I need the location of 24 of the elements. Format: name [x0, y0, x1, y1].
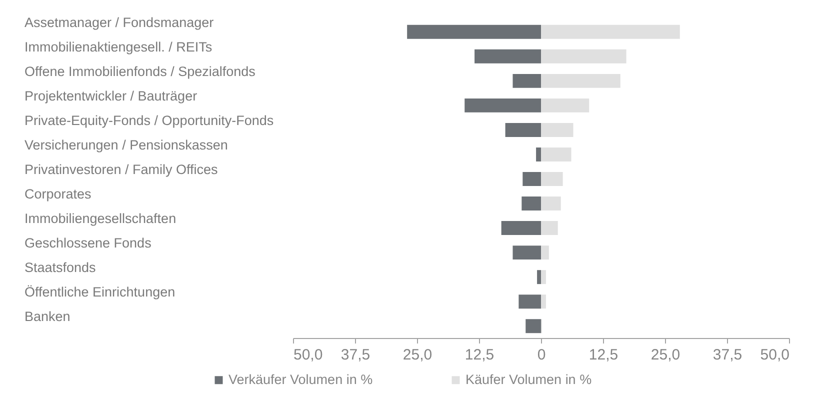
y-tick-label: Offene Immobilienfonds / Spezialfonds [24, 64, 256, 79]
y-tick-label: Privatinvestoren / Family Offices [24, 162, 218, 177]
legend-label: Käufer Volumen in % [466, 372, 592, 388]
x-tick-label: 12,5 [464, 346, 494, 364]
y-tick-label: Staatsfonds [24, 260, 96, 276]
y-tick-label: Assetmanager / Fondsmanager [24, 14, 214, 30]
y-tick-label: Corporates [24, 186, 92, 202]
y-tick-label: Immobiliengesellschaften [24, 211, 176, 226]
x-tick-label: 37,5 [340, 346, 370, 364]
y-tick-label: Projektentwickler / Bauträger [24, 88, 198, 104]
x-tick-label: 12,5 [588, 346, 618, 364]
x-tick-label: 25,0 [402, 346, 432, 364]
y-tick-label: Immobilienaktiengesell. / REITs [24, 39, 212, 54]
y-tick-label: Private-Equity-Fonds / Opportunity-Fonds [24, 112, 274, 128]
x-tick-label: 50,0 [760, 346, 790, 364]
x-tick-label: 25,0 [650, 346, 680, 364]
x-tick-label: 50,0 [294, 346, 323, 364]
y-tick-label: Banken [24, 309, 70, 324]
y-tick-label: Öffentliche Einrichtungen [24, 284, 176, 300]
y-tick-label: Geschlossene Fonds [24, 236, 152, 251]
y-tick-label: Versicherungen / Pensionskassen [24, 137, 228, 152]
x-tick-label: 0 [537, 346, 546, 364]
x-tick-label: 37,5 [712, 346, 742, 364]
legend-label: Verkäufer Volumen in % [228, 372, 373, 388]
